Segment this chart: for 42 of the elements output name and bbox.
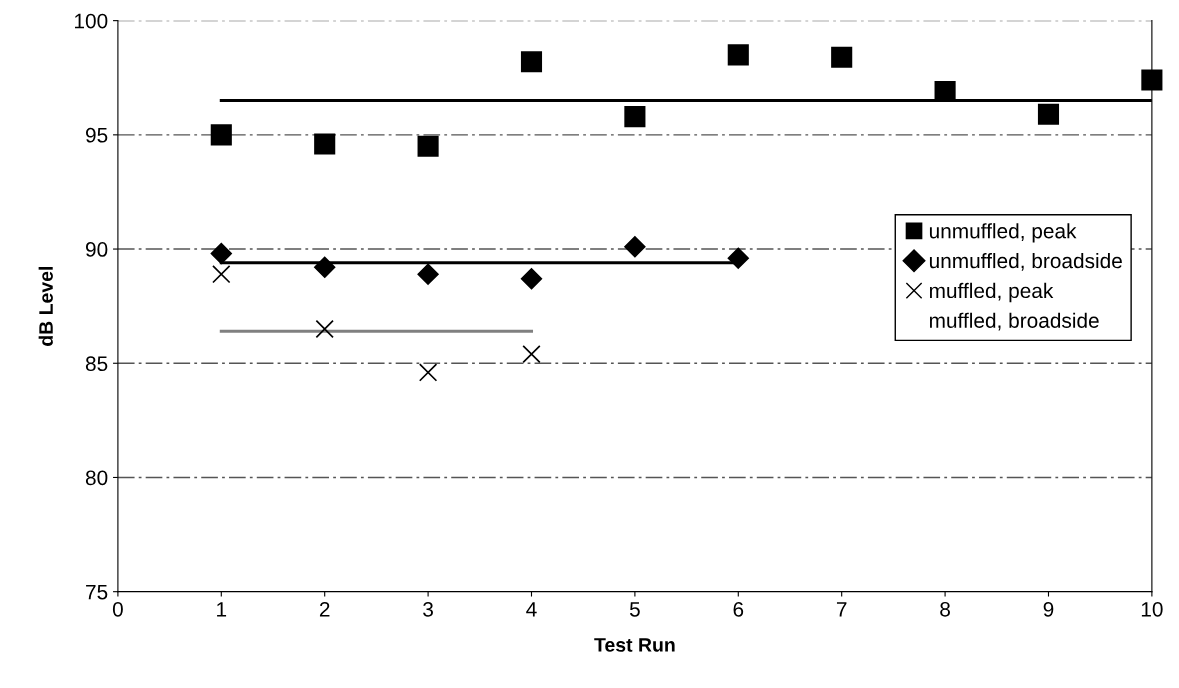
x-tick-label: 8 xyxy=(940,601,950,617)
point xyxy=(624,106,646,128)
point xyxy=(212,265,231,284)
point xyxy=(417,135,439,157)
y-tick-label: 95 xyxy=(85,127,108,143)
x-tick-label: 6 xyxy=(733,601,744,617)
legend-label: muffled, broadside xyxy=(929,312,1099,331)
point xyxy=(727,247,749,269)
point xyxy=(314,256,336,278)
y-tick-label: 75 xyxy=(86,584,108,600)
y-axis-title: dB Level xyxy=(38,267,53,346)
point xyxy=(520,268,543,290)
x-tick-label: 5 xyxy=(629,602,640,617)
point xyxy=(315,319,334,339)
x-tick-label: 0 xyxy=(112,601,123,617)
point xyxy=(314,133,336,155)
point xyxy=(727,44,749,66)
point xyxy=(210,242,232,265)
point xyxy=(520,51,543,73)
point xyxy=(1141,69,1163,91)
x-tick-label: 4 xyxy=(526,602,537,617)
point xyxy=(522,344,541,364)
legend-label: unmuffled, broadside xyxy=(929,252,1122,271)
x-tick-label: 10 xyxy=(1141,601,1163,617)
legend-label: unmuffled, peak xyxy=(929,223,1077,243)
point xyxy=(210,124,232,146)
y-tick-label: 90 xyxy=(85,242,108,257)
point xyxy=(624,236,646,258)
y-tick-label: 100 xyxy=(75,13,108,29)
x-tick-label: 1 xyxy=(217,602,227,617)
y-tick-label: 80 xyxy=(85,470,108,486)
legend-label: muffled, peak xyxy=(929,282,1054,303)
point xyxy=(417,263,439,285)
x-tick-label: 3 xyxy=(423,601,433,617)
y-tick-label: 85 xyxy=(85,356,108,372)
point xyxy=(418,363,438,382)
x-tick-label: 7 xyxy=(836,602,847,617)
x-axis-title: Test Run xyxy=(594,638,675,652)
x-tick-label: 9 xyxy=(1043,601,1054,617)
point xyxy=(831,46,853,68)
point xyxy=(1037,103,1060,125)
x-tick-label: 2 xyxy=(319,601,330,617)
